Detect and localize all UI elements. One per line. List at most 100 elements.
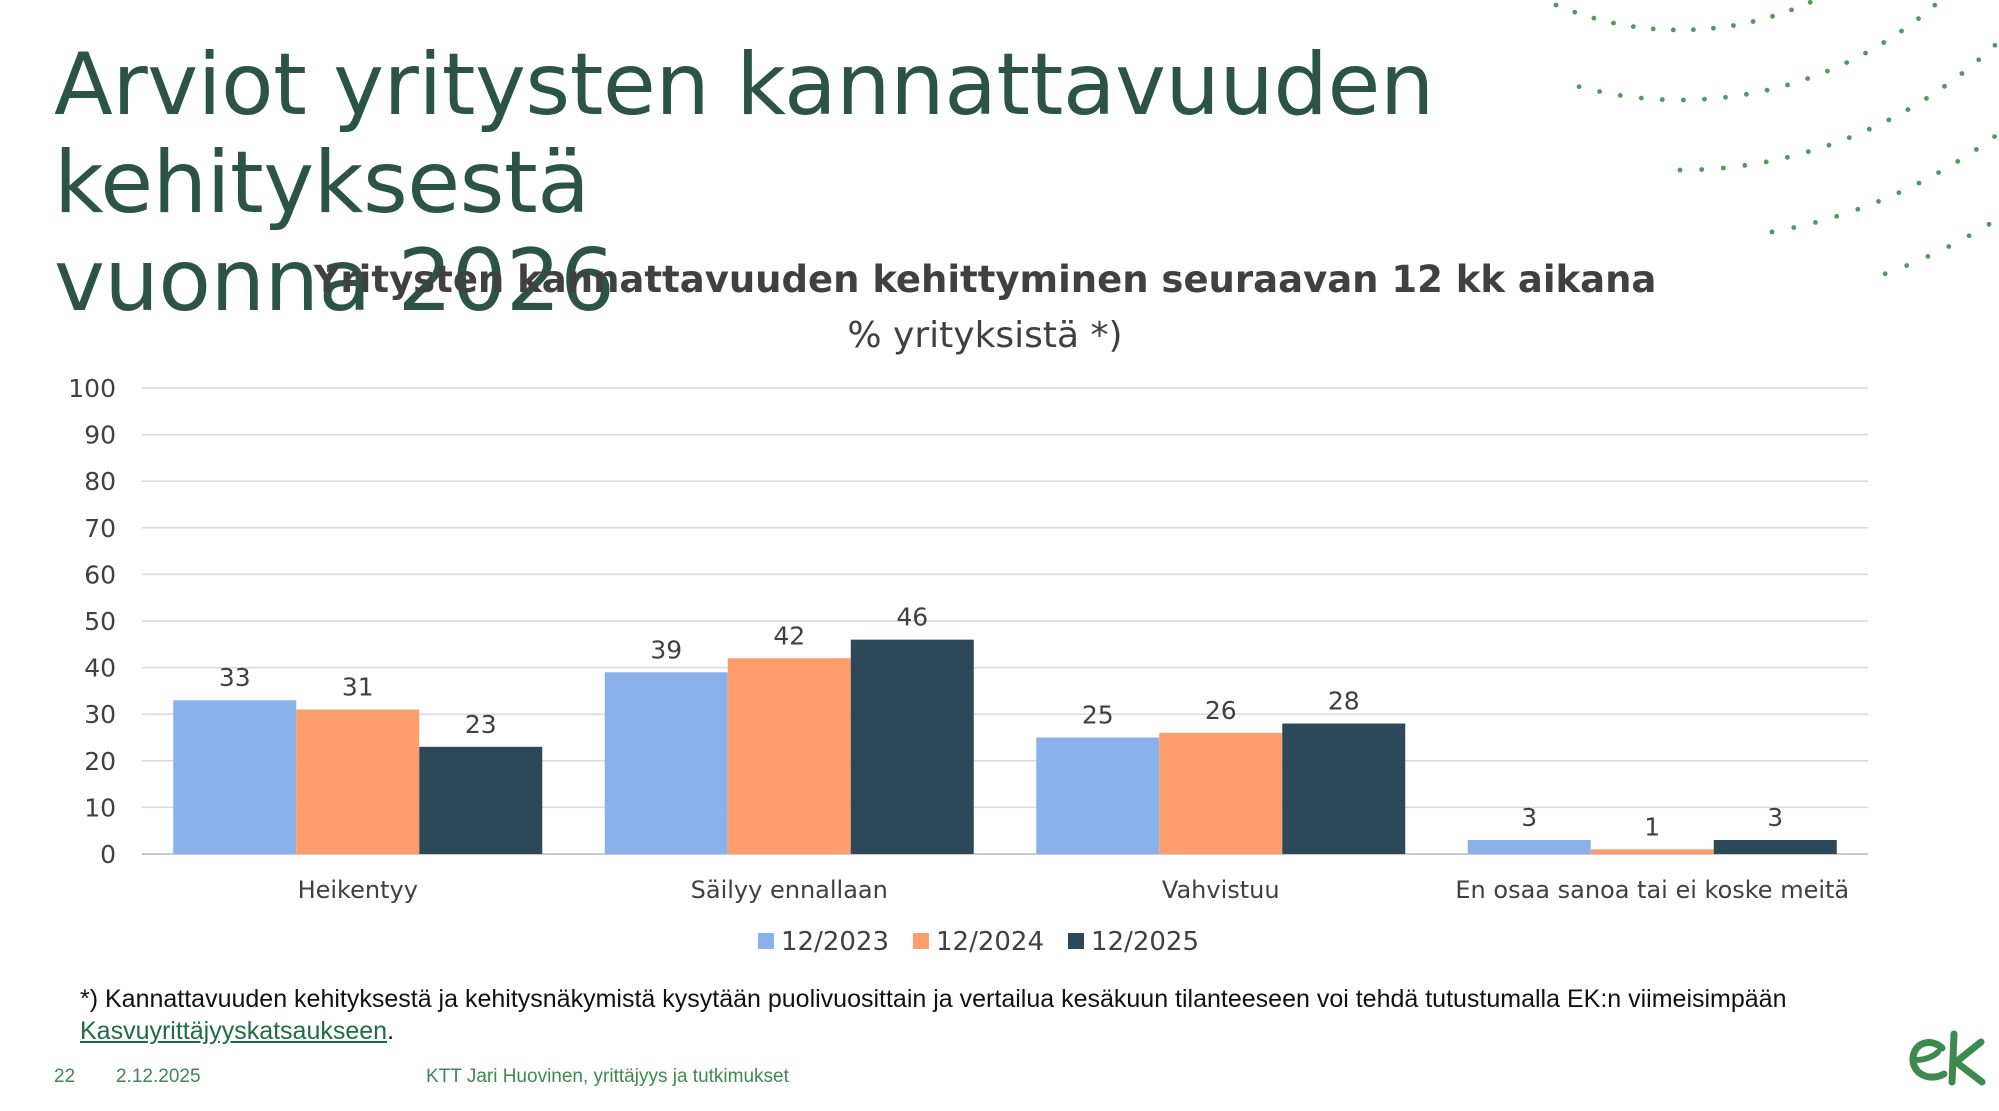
decor-dot <box>1670 27 1676 33</box>
dotted-arcs-decoration <box>1553 0 1998 277</box>
footer-author: KTT Jari Huovinen, yrittäjyys ja tutkimu… <box>426 1066 789 1087</box>
decor-dot <box>1955 159 1961 164</box>
y-tick-label: 30 <box>84 700 116 729</box>
decor-dot <box>1611 20 1616 26</box>
decor-dot <box>1959 71 1965 76</box>
decor-dot <box>1813 220 1818 225</box>
decor-dot <box>1924 96 1929 101</box>
decor-dot <box>1896 190 1902 196</box>
decor-dot <box>1630 24 1636 29</box>
decor-dot <box>1946 244 1952 249</box>
data-label: 28 <box>1328 687 1360 716</box>
decor-dot <box>1936 170 1941 176</box>
decor-dot <box>1764 87 1770 93</box>
decor-dot <box>1807 0 1813 5</box>
legend-label: 12/2023 <box>781 927 889 957</box>
data-label: 3 <box>1521 803 1537 832</box>
decor-dot <box>1844 60 1850 65</box>
decor-dot <box>1834 213 1840 219</box>
legend-label: 12/2024 <box>936 927 1044 957</box>
y-tick-label: 0 <box>100 840 116 869</box>
decor-dot <box>1905 107 1911 112</box>
data-label: 1 <box>1644 812 1660 841</box>
data-label: 33 <box>219 663 251 692</box>
decor-dot <box>1785 154 1790 160</box>
decor-dot <box>1976 57 1982 63</box>
kasvuyrittajyyskatsaus-link[interactable]: Kasvuyrittäjyyskatsaukseen <box>80 1017 388 1045</box>
decor-dot <box>1882 271 1888 277</box>
decor-dot <box>1591 15 1597 21</box>
decor-dot <box>1681 97 1686 103</box>
decor-dot <box>1659 97 1665 102</box>
y-tick-label: 20 <box>84 747 116 776</box>
bar <box>296 709 420 854</box>
decor-dot <box>1763 159 1769 165</box>
decor-dot <box>1916 180 1922 186</box>
decor-dot <box>1992 134 1997 140</box>
page-title-line-1: Arviot yritysten kannattavuuden kehityks… <box>54 35 1434 233</box>
decor-dot <box>1992 42 1998 48</box>
bar <box>850 639 974 854</box>
decor-dot <box>1826 142 1832 148</box>
footnote: *) Kannattavuuden kehityksestä ja kehity… <box>80 983 1930 1047</box>
legend-label: 12/2025 <box>1091 927 1199 957</box>
page-title-line-2: vuonna 2026 <box>54 231 615 331</box>
ek-logo: ek <box>1909 1030 1986 1086</box>
bar-chart: Yritysten kannattavuuden kehittyminen se… <box>68 258 1868 957</box>
bar <box>173 700 297 854</box>
decor-dot <box>1750 19 1756 24</box>
bar <box>1467 840 1591 854</box>
y-tick-label: 50 <box>84 607 116 636</box>
decor-dot <box>1617 93 1623 98</box>
data-label: 26 <box>1205 696 1237 725</box>
footer-date: 2.12.2025 <box>116 1066 201 1087</box>
legend-swatch <box>758 933 774 949</box>
chart-title: Yritysten kannattavuuden kehittyminen se… <box>313 258 1657 301</box>
decor-dot <box>1846 135 1852 141</box>
decor-dot <box>1904 263 1910 268</box>
decor-dot <box>1699 167 1705 172</box>
x-axis: Heikentyy Säilyy ennallaan Vahvistuu En osa… <box>298 876 1850 904</box>
chart-subtitle: % yrityksistä *) <box>847 315 1122 356</box>
y-tick-label: 70 <box>84 514 116 543</box>
decor-dot <box>1770 13 1775 19</box>
page-number: 22 <box>54 1066 76 1087</box>
footnote-text: *) Kannattavuuden kehityksestä ja kehity… <box>80 985 1787 1013</box>
decor-dot <box>1886 117 1892 123</box>
decor-dot <box>1899 28 1904 34</box>
decor-dot <box>1597 89 1602 94</box>
decor-dot <box>1711 25 1716 31</box>
y-tick-label: 100 <box>68 374 116 403</box>
y-tick-label: 80 <box>84 467 116 496</box>
decor-dot <box>1789 7 1794 13</box>
decor-dot <box>1702 96 1707 102</box>
x-category-label: En osaa sanoa tai ei koske meitä <box>1455 876 1849 904</box>
y-tick-label: 90 <box>84 421 116 450</box>
decor-dot <box>1650 26 1656 32</box>
data-label: 25 <box>1082 701 1114 730</box>
decor-dot <box>1791 225 1797 231</box>
bar <box>1159 732 1283 854</box>
decor-dot <box>1742 163 1748 168</box>
decor-dot <box>1769 229 1775 235</box>
decor-dot <box>1925 254 1931 259</box>
decor-dot <box>1916 16 1921 21</box>
data-label: 42 <box>773 621 805 650</box>
decor-dot <box>1974 147 1979 152</box>
decor-dot <box>1805 149 1811 155</box>
decor-dot <box>1785 82 1790 88</box>
decor-dot <box>1942 83 1947 89</box>
x-category-label: Säilyy ennallaan <box>691 876 888 904</box>
page-title: Arviot yritysten kannattavuuden kehityks… <box>54 36 1874 330</box>
decor-dot <box>1966 233 1972 239</box>
y-tick-label: 60 <box>84 560 116 589</box>
decor-dot <box>1638 95 1644 101</box>
x-category-label: Vahvistuu <box>1162 876 1280 904</box>
decor-dot <box>1691 27 1696 33</box>
bar <box>1713 840 1837 854</box>
decor-dot <box>1876 199 1881 204</box>
data-label: 31 <box>342 673 374 702</box>
decor-dot <box>1723 94 1728 100</box>
chart-legend: 12/2023 12/2024 12/2025 <box>758 927 1199 957</box>
